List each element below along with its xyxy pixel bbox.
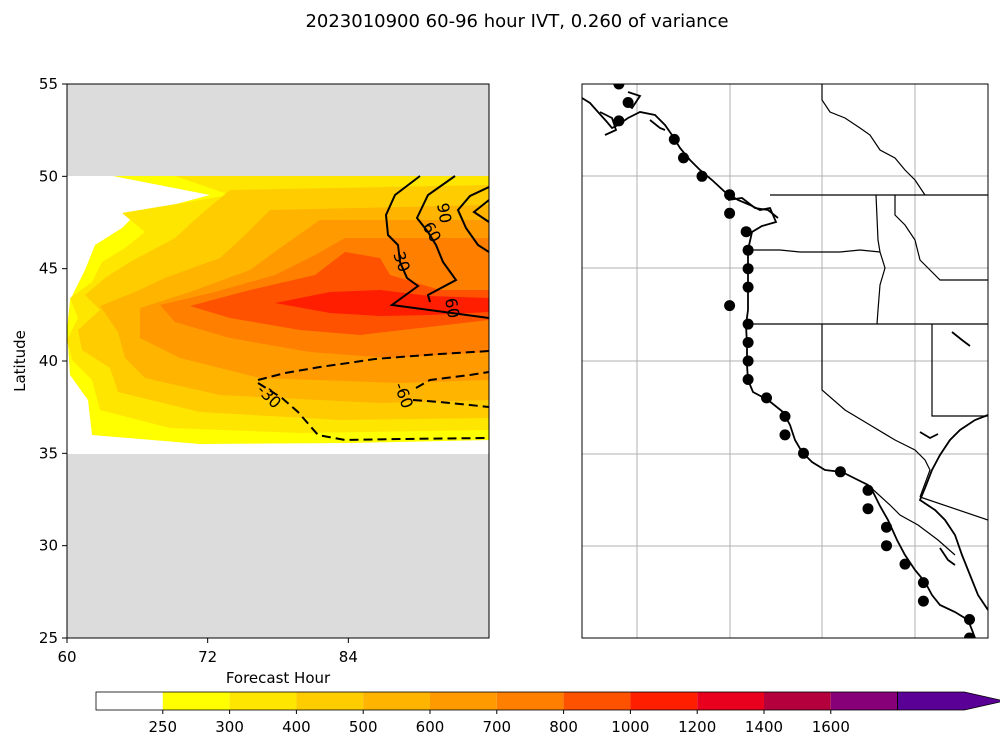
colorbar-cell bbox=[430, 692, 497, 710]
colorbar-cell bbox=[229, 692, 297, 710]
x-tick-label: 84 bbox=[339, 648, 358, 666]
colorbar-cell bbox=[697, 692, 764, 710]
colorbar-label: 500 bbox=[349, 718, 378, 736]
axis-ticks: 60 72 84 25 30 35 40 45 50 55 bbox=[39, 75, 358, 666]
station-marker bbox=[742, 337, 754, 348]
station-marker bbox=[742, 281, 754, 293]
colorbar-label: 1000 bbox=[611, 718, 649, 736]
colorbar-cell bbox=[96, 692, 163, 710]
contour-label-90: 90 bbox=[433, 201, 455, 224]
x-tick-label: 72 bbox=[198, 648, 217, 666]
station-map bbox=[581, 83, 989, 639]
colorbar-cell bbox=[630, 692, 698, 710]
station-marker bbox=[613, 84, 625, 90]
station-marker bbox=[696, 170, 708, 182]
contour-line-minus30 bbox=[257, 350, 489, 381]
station-marker bbox=[724, 189, 736, 201]
y-tick-label: 40 bbox=[39, 352, 58, 370]
colorbar-label: 600 bbox=[416, 718, 445, 736]
colorbar-cell bbox=[764, 692, 831, 710]
station-marker bbox=[742, 318, 754, 330]
contour-line-minus60-lower bbox=[412, 399, 489, 408]
colorbar-cells bbox=[95, 691, 1000, 711]
station-marker bbox=[779, 410, 791, 422]
colorbar: 250 300 400 500 600 700 800 1000 1200 1400 1600 bbox=[95, 691, 1000, 736]
station-marker bbox=[742, 374, 754, 385]
colorbar-label: 800 bbox=[549, 718, 578, 736]
colorbar-extend-arrow bbox=[897, 691, 1000, 711]
x-tick-label: 60 bbox=[57, 648, 76, 666]
station-marker bbox=[678, 152, 689, 164]
y-axis-label: Latitude bbox=[11, 330, 29, 392]
station-marker bbox=[724, 300, 736, 312]
station-marker bbox=[742, 263, 754, 275]
colorbar-label: 400 bbox=[282, 718, 311, 736]
y-tick-label: 25 bbox=[39, 629, 58, 647]
line-contours bbox=[257, 175, 489, 442]
contour-line-60 bbox=[415, 175, 458, 303]
y-tick-label: 30 bbox=[39, 537, 58, 555]
colorbar-cell bbox=[563, 692, 631, 710]
map-area bbox=[582, 84, 988, 638]
station-marker bbox=[779, 429, 791, 441]
colorbar-cell bbox=[496, 692, 564, 710]
station-marker bbox=[881, 521, 892, 533]
figure-title: 2023010900 60-96 hour IVT, 0.260 of vari… bbox=[305, 11, 728, 32]
colorbar-label: 700 bbox=[482, 718, 511, 736]
y-tick-label: 45 bbox=[39, 260, 58, 278]
colorbar-cell bbox=[830, 692, 898, 710]
y-tick-label: 50 bbox=[39, 167, 58, 185]
y-tick-label: 35 bbox=[39, 444, 58, 462]
contour-line-30 bbox=[384, 175, 489, 319]
contour-label-60-lower: 60 bbox=[441, 296, 463, 319]
station-marker bbox=[862, 503, 874, 515]
station-marker bbox=[668, 133, 680, 145]
colorbar-cell bbox=[296, 692, 364, 710]
contour-plot-area: 30 60 90 60 -30 -60 bbox=[67, 84, 489, 638]
station-marker bbox=[881, 540, 892, 552]
x-axis-label: Forecast Hour bbox=[226, 669, 331, 687]
station-marker bbox=[798, 447, 809, 459]
colorbar-label: 1400 bbox=[745, 718, 783, 736]
station-marker bbox=[964, 632, 975, 638]
station-marker bbox=[761, 392, 772, 404]
station-marker bbox=[742, 244, 754, 256]
colorbar-cell bbox=[363, 692, 430, 710]
contour-line-minus30-lower bbox=[257, 382, 489, 442]
contour-line-90-a bbox=[456, 186, 489, 253]
colorbar-label: 250 bbox=[148, 718, 177, 736]
station-marker bbox=[917, 577, 929, 589]
station-markers bbox=[613, 84, 975, 638]
borders bbox=[748, 84, 988, 556]
station-marker bbox=[622, 97, 634, 108]
station-marker bbox=[724, 207, 736, 219]
colorbar-labels: 250 300 400 500 600 700 800 1000 1200 1400 1600 bbox=[148, 710, 850, 736]
contour-plot: 30 60 90 60 -30 -60 60 72 84 25 30 35 40 45 50 55… bbox=[11, 75, 490, 687]
station-marker bbox=[834, 466, 846, 478]
map-gridlines bbox=[582, 84, 988, 638]
station-marker bbox=[899, 558, 911, 570]
y-tick-label: 55 bbox=[39, 75, 58, 93]
station-marker bbox=[964, 614, 975, 625]
station-marker bbox=[613, 115, 625, 127]
contour-line-90-b bbox=[472, 199, 489, 223]
colorbar-cell bbox=[162, 692, 230, 710]
contour-line-minus60 bbox=[415, 371, 489, 389]
contour-fill-1000 bbox=[275, 290, 489, 316]
station-marker bbox=[862, 484, 874, 496]
station-marker bbox=[917, 595, 929, 607]
colorbar-label: 1600 bbox=[812, 718, 850, 736]
station-marker bbox=[742, 355, 754, 367]
colorbar-label: 1200 bbox=[678, 718, 716, 736]
station-marker bbox=[740, 226, 752, 238]
map-frame bbox=[581, 83, 989, 639]
colorbar-label: 300 bbox=[215, 718, 244, 736]
